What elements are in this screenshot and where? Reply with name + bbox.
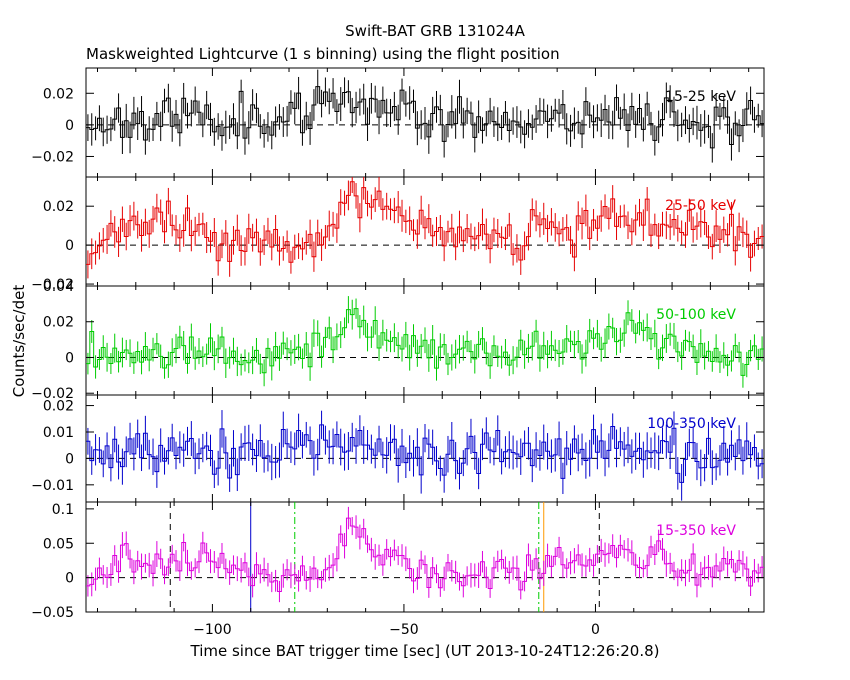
y-tick-label: −0.02 [31,277,74,293]
y-tick-label: 0 [65,238,74,254]
y-tick-label: 0.02 [43,399,74,415]
x-tick-label: −50 [389,622,419,638]
panel-100-350-kev: −0.01 0 0.01 0.02 100-350 keV [31,394,765,503]
error-bars [87,506,763,603]
y-tick-label: 0.02 [43,199,74,215]
figure-title: Swift-BAT GRB 131024A [345,22,525,40]
lightcurve-step [86,517,764,593]
band-label: 25-50 keV [665,198,736,214]
panel-15-25-kev: −0.02 0 0.02 15-25 keV [31,67,765,178]
y-tick-label: 0.04 [43,279,74,295]
y-tick-label: 0 [65,350,74,366]
band-label: 100-350 keV [647,416,736,432]
x-tick-label: 0 [591,622,600,638]
lightcurve-step [86,308,764,376]
band-label: 50-100 keV [656,307,736,323]
y-tick-label: 0 [65,118,74,134]
panel-15-350-kev: −0.05 0 0.05 0.1 15-350 keV −100 −50 0 [31,501,765,638]
y-tick-label: 0.02 [43,315,74,331]
y-tick-label: 0.02 [43,86,74,102]
y-tick-label: −0.02 [31,386,74,402]
panel-25-50-kev: −0.02 0 0.02 25-50 keV [31,176,765,293]
x-axis-label: Time since BAT trigger time [sec] (UT 20… [190,642,660,660]
panel-50-100-kev: −0.02 0 0.02 0.04 50-100 keV [31,279,765,402]
lightcurve-step [86,181,764,265]
y-tick-label: −0.02 [31,149,74,165]
y-tick-label: −0.01 [31,478,74,494]
y-tick-label: 0.05 [43,536,74,552]
lightcurve-step [86,424,764,483]
figure-subtitle: Maskweighted Lightcurve (1 s binning) us… [86,45,560,63]
y-tick-label: 0.01 [43,425,74,441]
band-label: 15-25 keV [665,89,736,105]
y-tick-label: 0 [65,571,74,587]
y-axis-label: Counts/sec/det [10,285,28,398]
band-label: 15-350 keV [656,523,736,539]
y-tick-label: −0.05 [31,605,74,621]
lightcurve-step [86,86,764,149]
y-tick-label: 0 [65,451,74,467]
x-tick-label: −100 [193,622,231,638]
panel-frame [85,501,765,613]
y-tick-label: 0.1 [52,502,74,518]
